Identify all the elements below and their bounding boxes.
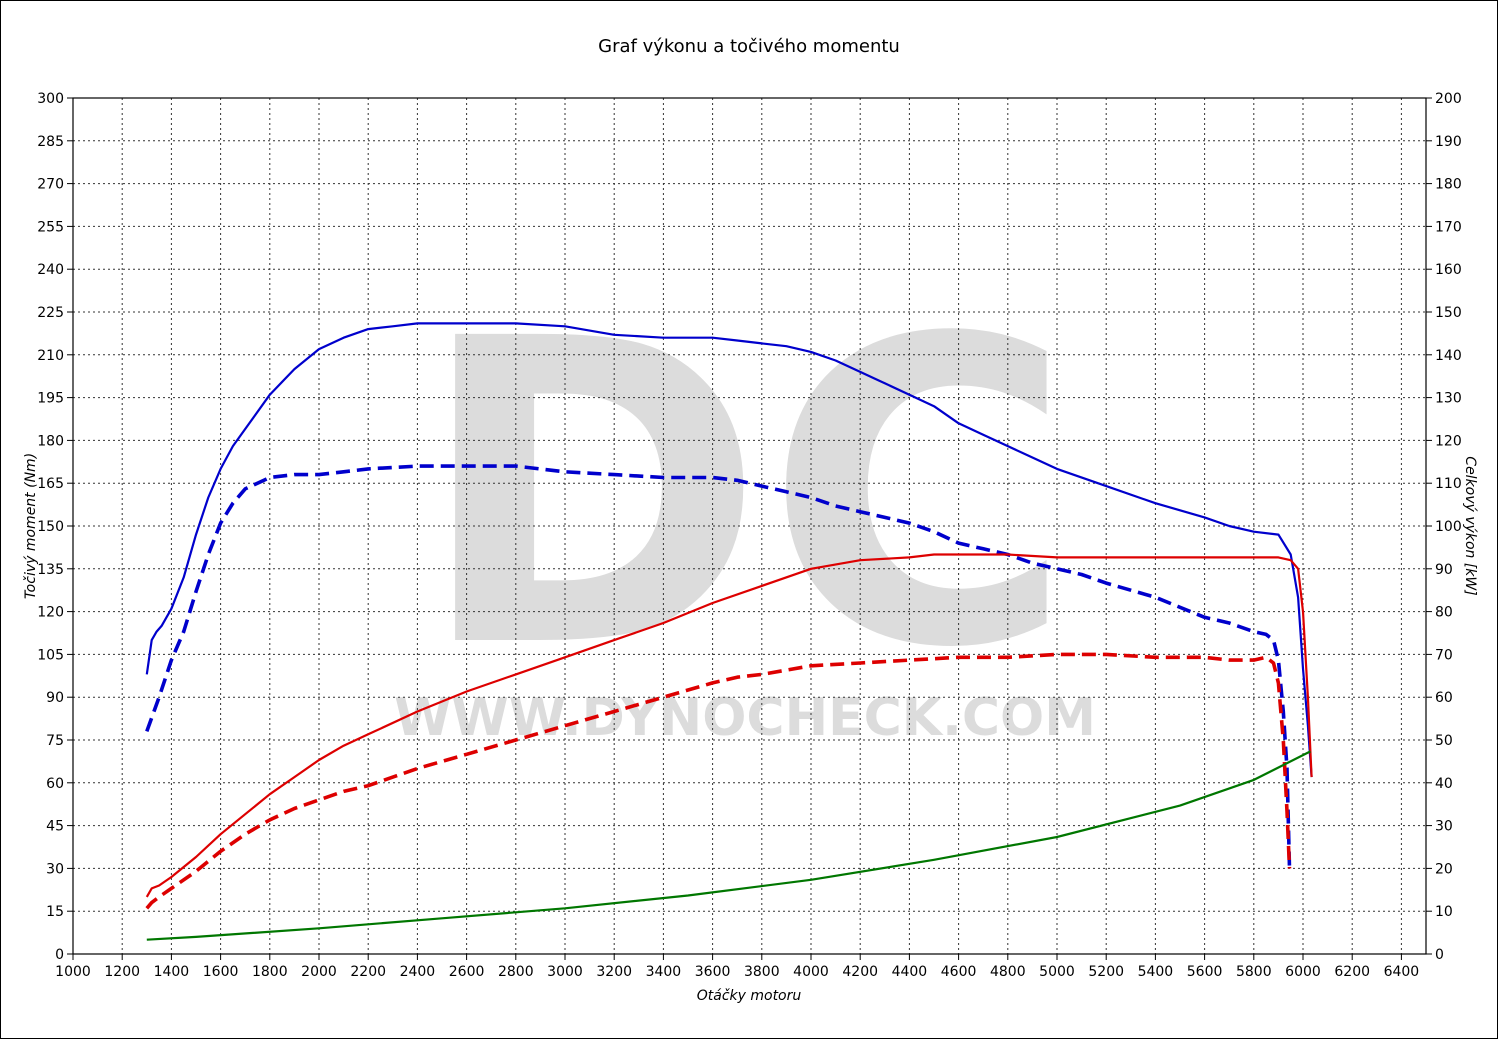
watermark-url: WWW.DYNOCHECK.COM bbox=[394, 688, 1096, 748]
x-tick-label: 6400 bbox=[1384, 964, 1420, 980]
y-right-tick-label: 70 bbox=[1435, 647, 1453, 663]
y-left-tick-label: 75 bbox=[46, 733, 64, 749]
x-tick-label: 3800 bbox=[744, 964, 780, 980]
watermark: DC WWW.DYNOCHECK.COM bbox=[394, 251, 1096, 748]
y-right-tick-label: 120 bbox=[1435, 433, 1462, 449]
x-axis-label: Otáčky motoru bbox=[697, 988, 802, 1004]
x-tick-label: 6200 bbox=[1334, 964, 1370, 980]
y-left-tick-label: 210 bbox=[37, 348, 64, 364]
y-right-axis-label: Celkový výkon [kW] bbox=[1462, 456, 1478, 595]
y-left-tick-label: 90 bbox=[46, 690, 64, 706]
series-line-2 bbox=[145, 464, 1292, 869]
y-left-tick-label: 45 bbox=[46, 819, 64, 835]
y-left-tick-label: 225 bbox=[37, 305, 64, 321]
x-tick-label: 2600 bbox=[449, 964, 485, 980]
x-tick-label: 2400 bbox=[400, 964, 436, 980]
y-right-tick-label: 30 bbox=[1435, 819, 1453, 835]
y-left-axis-ticks: 0 15 30 45 60 75 90 105 120 135 150 165 180 195 210 225… bbox=[37, 91, 73, 963]
x-tick-label: 1000 bbox=[55, 964, 91, 980]
x-tick-label: 5600 bbox=[1187, 964, 1223, 980]
y-right-tick-label: 0 bbox=[1435, 947, 1444, 963]
y-left-tick-label: 255 bbox=[37, 219, 64, 235]
y-left-tick-label: 135 bbox=[37, 562, 64, 578]
x-tick-label: 1200 bbox=[104, 964, 140, 980]
y-left-tick-label: 180 bbox=[37, 433, 64, 449]
x-tick-label: 1800 bbox=[252, 964, 288, 980]
y-right-tick-label: 90 bbox=[1435, 562, 1453, 578]
y-left-tick-label: 165 bbox=[37, 476, 64, 492]
x-tick-label: 5400 bbox=[1138, 964, 1174, 980]
y-left-tick-label: 15 bbox=[46, 904, 64, 920]
x-tick-label: 4200 bbox=[842, 964, 878, 980]
x-axis-ticks: 1000 1200 1400 1600 1800 2000 2200 2400 2600 2800… bbox=[55, 954, 1419, 980]
x-tick-label: 4400 bbox=[892, 964, 928, 980]
y-right-axis-ticks: 0 10 20 30 40 50 60 70 80 90 100 110 120 130 140 150 160… bbox=[1426, 91, 1462, 963]
y-right-tick-label: 150 bbox=[1435, 305, 1462, 321]
y-left-tick-label: 285 bbox=[37, 134, 64, 150]
x-tick-label: 3000 bbox=[547, 964, 583, 980]
series-line-1 bbox=[145, 322, 1313, 778]
x-tick-label: 2200 bbox=[350, 964, 386, 980]
y-left-tick-label: 60 bbox=[46, 776, 64, 792]
x-tick-label: 1600 bbox=[203, 964, 239, 980]
y-left-tick-label: 240 bbox=[37, 262, 64, 278]
y-right-tick-label: 100 bbox=[1435, 519, 1462, 535]
x-tick-label: 3200 bbox=[596, 964, 632, 980]
y-right-tick-label: 170 bbox=[1435, 219, 1462, 235]
x-tick-label: 3400 bbox=[646, 964, 682, 980]
series-line-5 bbox=[146, 750, 1311, 941]
x-tick-label: 5200 bbox=[1088, 964, 1124, 980]
y-left-tick-label: 270 bbox=[37, 177, 64, 193]
series-line-4 bbox=[145, 652, 1292, 910]
y-right-tick-label: 10 bbox=[1435, 904, 1453, 920]
y-right-tick-label: 110 bbox=[1435, 476, 1462, 492]
series-line-3 bbox=[145, 553, 1313, 898]
y-left-tick-label: 0 bbox=[55, 947, 64, 963]
chart-title: Graf výkonu a točivého momentu bbox=[598, 36, 900, 57]
y-right-tick-label: 200 bbox=[1435, 91, 1462, 107]
y-right-tick-label: 180 bbox=[1435, 177, 1462, 193]
x-tick-label: 1400 bbox=[154, 964, 190, 980]
y-right-tick-label: 60 bbox=[1435, 690, 1453, 706]
x-tick-label: 3600 bbox=[695, 964, 731, 980]
y-left-tick-label: 120 bbox=[37, 605, 64, 621]
y-left-tick-label: 150 bbox=[37, 519, 64, 535]
x-tick-label: 6000 bbox=[1285, 964, 1321, 980]
series-lines bbox=[145, 322, 1313, 941]
y-right-tick-label: 160 bbox=[1435, 262, 1462, 278]
x-tick-label: 4600 bbox=[941, 964, 977, 980]
grid bbox=[73, 98, 1426, 954]
x-tick-label: 5000 bbox=[1039, 964, 1075, 980]
y-right-tick-label: 190 bbox=[1435, 134, 1462, 150]
x-tick-label: 4800 bbox=[990, 964, 1026, 980]
y-left-axis-label: Točivý moment (Nm) bbox=[23, 453, 39, 599]
y-left-tick-label: 300 bbox=[37, 91, 64, 107]
y-left-tick-label: 105 bbox=[37, 647, 64, 663]
y-right-tick-label: 20 bbox=[1435, 861, 1453, 877]
x-tick-label: 5800 bbox=[1236, 964, 1272, 980]
y-right-tick-label: 130 bbox=[1435, 391, 1462, 407]
y-right-tick-label: 40 bbox=[1435, 776, 1453, 792]
x-tick-label: 2800 bbox=[498, 964, 534, 980]
y-right-tick-label: 80 bbox=[1435, 605, 1453, 621]
y-right-tick-label: 140 bbox=[1435, 348, 1462, 364]
x-tick-label: 4000 bbox=[793, 964, 829, 980]
x-tick-label: 2000 bbox=[301, 964, 337, 980]
y-right-tick-label: 50 bbox=[1435, 733, 1453, 749]
y-left-tick-label: 30 bbox=[46, 861, 64, 877]
y-left-tick-label: 195 bbox=[37, 391, 64, 407]
